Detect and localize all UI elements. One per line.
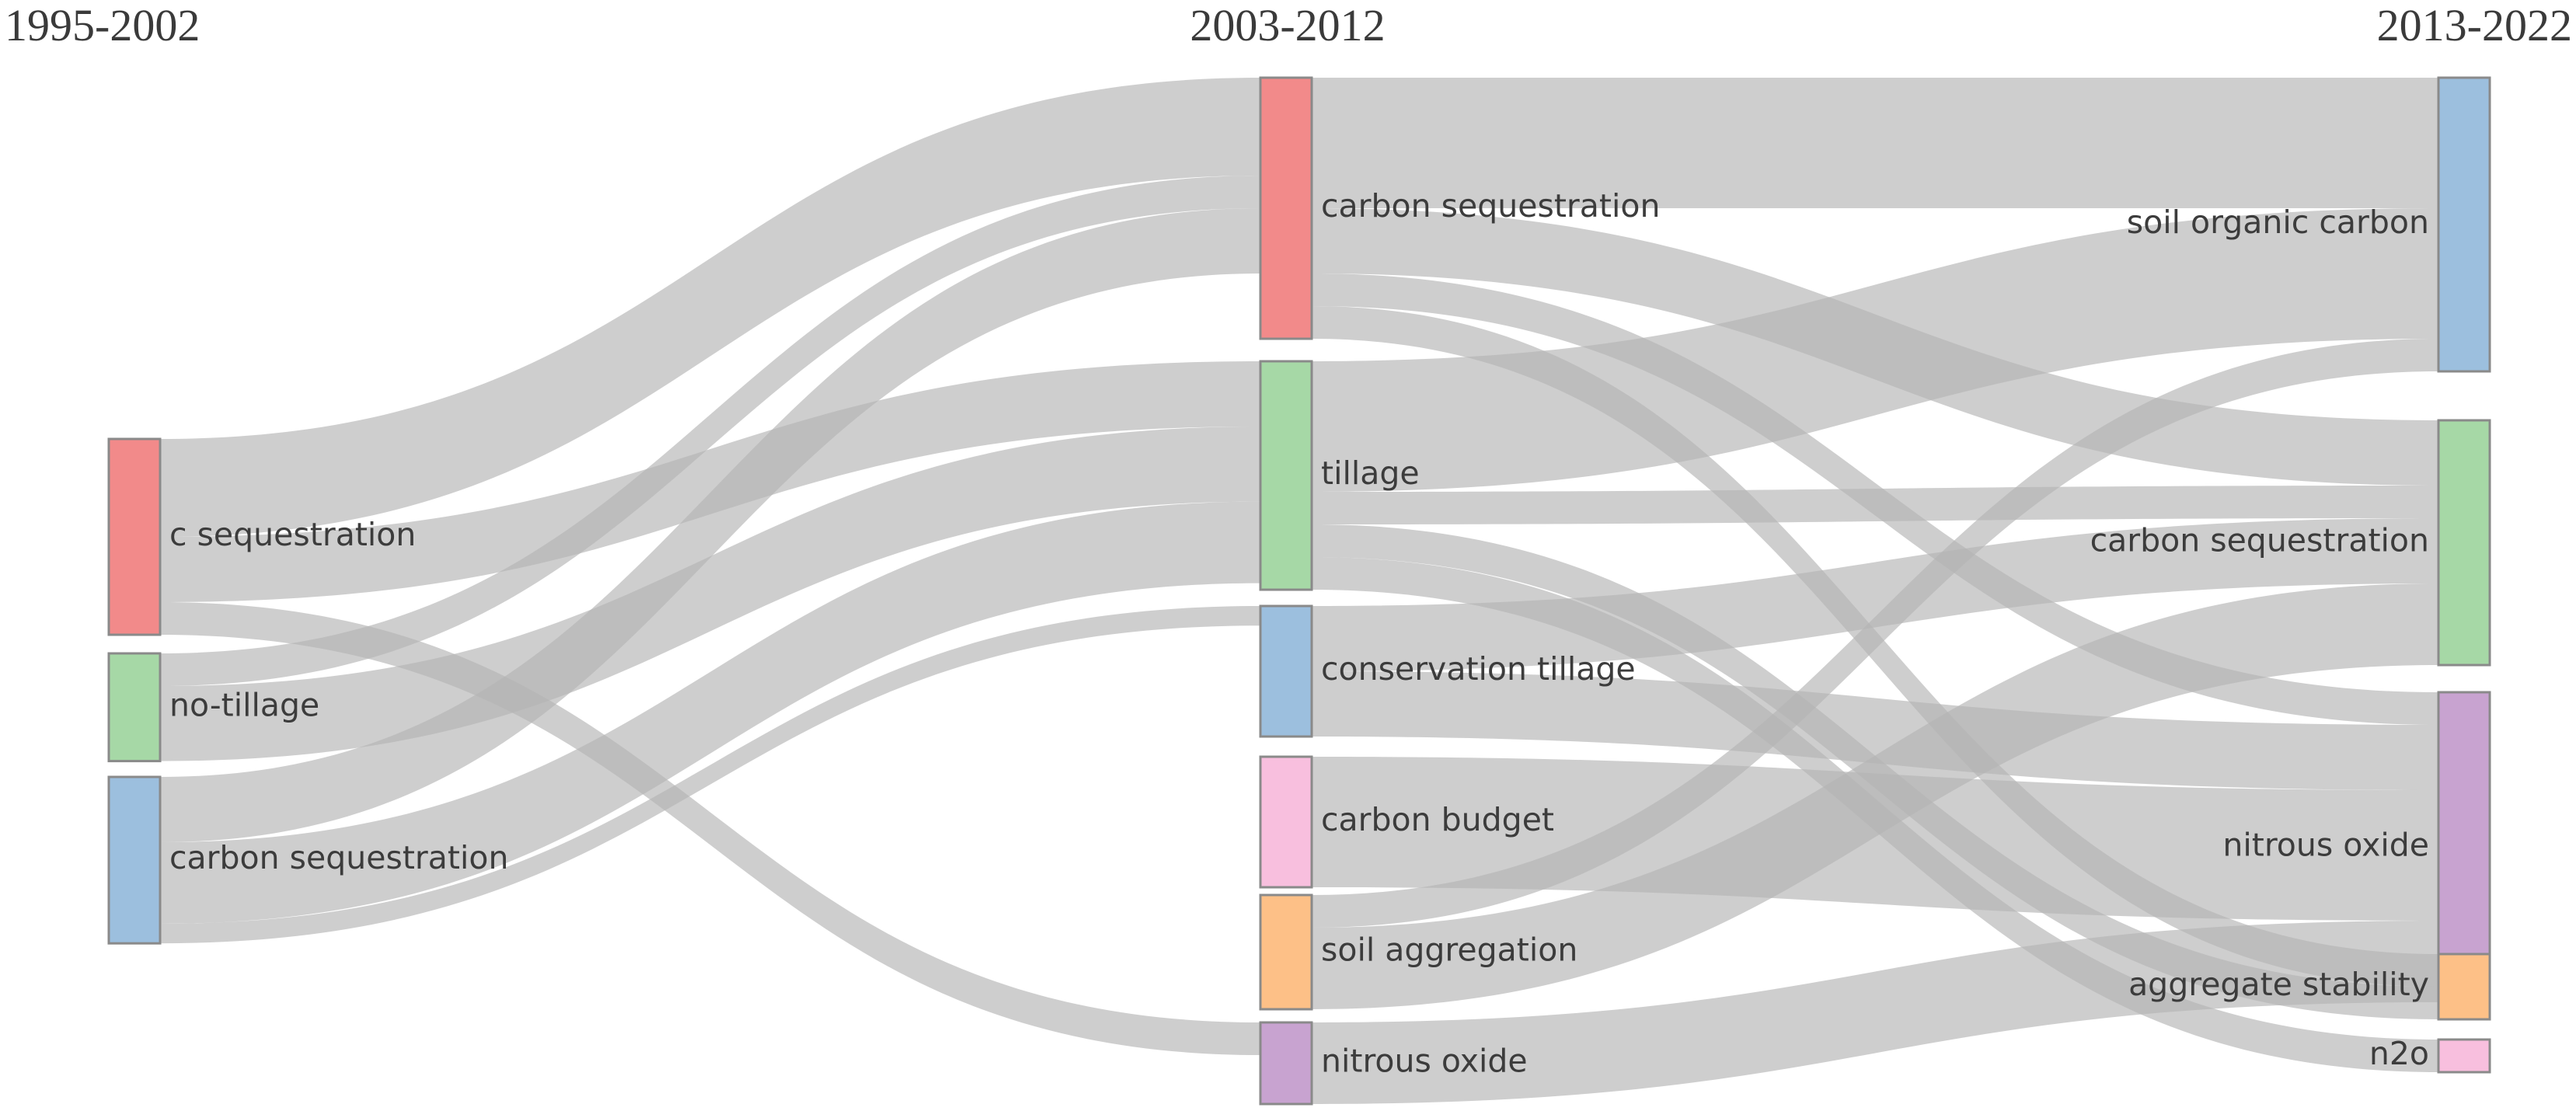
- node-p2_constill[interactable]: [1259, 604, 1313, 738]
- node-label-p2_cbudget: carbon budget: [1321, 801, 1554, 838]
- flow-p1_cs-to-p2_cs[interactable]: [160, 208, 1260, 842]
- node-label-p3_n2o: nitrous oxide: [2222, 827, 2429, 864]
- flow-p2_constill-to-p3_cs[interactable]: [1312, 518, 2438, 671]
- sankey-nodes: [107, 76, 2491, 1106]
- node-p1_notill[interactable]: [107, 652, 162, 763]
- node-label-p2_soilagg: soil aggregation: [1321, 932, 1577, 969]
- node-p3_n2o_b[interactable]: [2437, 1038, 2491, 1074]
- sankey-flows: [160, 78, 2438, 1104]
- node-label-p1_notill: no-tillage: [169, 686, 319, 723]
- node-label-p3_n2o_b: n2o: [2369, 1035, 2429, 1072]
- node-p2_soilagg[interactable]: [1259, 893, 1313, 1011]
- flow-p2_till-to-p3_soc[interactable]: [1312, 208, 2438, 492]
- flow-p2_cs-to-p3_soc[interactable]: [1312, 78, 2438, 208]
- flow-p2_constill-to-p3_n2o[interactable]: [1312, 671, 2438, 790]
- node-label-p3_soc: soil organic carbon: [2127, 204, 2429, 241]
- flow-p2_till-to-p3_cs[interactable]: [1312, 486, 2438, 524]
- flow-p2_soilagg-to-p3_cs[interactable]: [1312, 583, 2438, 1009]
- flow-p1_c_seq-to-p2_cs[interactable]: [160, 78, 1260, 537]
- flow-p1_c_seq-to-p2_n2o[interactable]: [160, 602, 1260, 1055]
- node-p1_c_seq[interactable]: [107, 437, 162, 636]
- flow-p2_soilagg-to-p3_soc[interactable]: [1312, 339, 2438, 928]
- node-label-p2_cs: carbon sequestration: [1321, 187, 1660, 225]
- node-label-p2_n2o: nitrous oxide: [1321, 1043, 1528, 1080]
- node-p2_n2o[interactable]: [1259, 1021, 1313, 1106]
- node-p3_soc[interactable]: [2437, 76, 2491, 373]
- node-label-p2_constill: conservation tillage: [1321, 650, 1636, 688]
- node-p3_cs[interactable]: [2437, 419, 2491, 667]
- period-title-2013-2022: 2013-2022: [2377, 0, 2572, 51]
- flow-p2_cbudget-to-p3_n2o[interactable]: [1312, 757, 2438, 921]
- period-title-1995-2002: 1995-2002: [5, 0, 200, 51]
- flow-p1_cs-to-p2_constill[interactable]: [160, 606, 1260, 944]
- flow-p1_cs-to-p2_till[interactable]: [160, 501, 1260, 924]
- node-p2_cbudget[interactable]: [1259, 755, 1313, 889]
- node-p2_till[interactable]: [1259, 360, 1313, 591]
- node-p1_cs[interactable]: [107, 775, 162, 945]
- node-label-p3_cs: carbon sequestration: [2090, 522, 2429, 559]
- node-p2_cs[interactable]: [1259, 76, 1313, 340]
- node-label-p1_cs: carbon sequestration: [169, 839, 508, 876]
- node-label-p1_c_seq: c sequestration: [169, 516, 416, 553]
- flow-p2_n2o-to-p3_n2o[interactable]: [1312, 921, 2438, 1104]
- node-label-p3_aggstab: aggregate stability: [2128, 966, 2429, 1003]
- flow-p1_notill-to-p2_cs[interactable]: [160, 176, 1260, 686]
- sankey-labels: c sequestration no-tillage carbon sequestr…: [169, 187, 2429, 1080]
- flow-p1_c_seq-to-p2_till[interactable]: [160, 361, 1260, 602]
- node-p3_n2o[interactable]: [2437, 691, 2491, 1004]
- period-title-2003-2012: 2003-2012: [1190, 0, 1385, 51]
- flow-p1_notill-to-p2_till[interactable]: [160, 427, 1260, 761]
- node-p3_aggstab[interactable]: [2437, 953, 2491, 1021]
- node-label-p2_till: tillage: [1321, 455, 1420, 492]
